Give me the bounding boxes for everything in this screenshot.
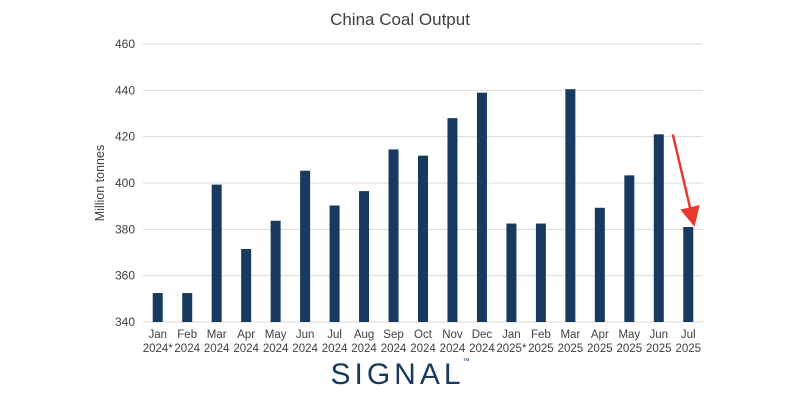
x-tick-label: Jun 2024 <box>292 329 318 355</box>
bar <box>329 205 340 322</box>
bar-chart: China Coal Output Million tonnes 340 360 3… <box>93 10 703 355</box>
y-tick-label: 360 <box>115 269 135 283</box>
x-tick-label: Feb 2024 <box>174 329 200 355</box>
bar <box>241 249 252 322</box>
y-tick-label: 440 <box>115 83 135 97</box>
bar <box>624 175 635 322</box>
y-tick-label: 380 <box>115 222 135 236</box>
bar <box>359 191 370 322</box>
y-tick-label: 340 <box>115 315 135 329</box>
x-tick-label: Dec 2024 <box>469 329 495 355</box>
x-tick-label: Oct 2024 <box>410 329 436 355</box>
signal-logo: SIGNAL™ <box>0 358 800 392</box>
x-tick-label: Apr 2024 <box>233 329 259 355</box>
y-axis-label: Million tonnes <box>93 145 107 221</box>
y-tick-label: 460 <box>115 37 135 51</box>
x-tick-label: Apr 2025 <box>587 329 613 355</box>
bar <box>270 220 281 322</box>
x-tick-label: Feb 2025 <box>528 329 554 355</box>
logo-trademark: ™ <box>462 358 470 365</box>
bar <box>476 92 487 323</box>
x-tick-label: Jul 2024 <box>322 329 348 355</box>
x-tick-label: Mar 2024 <box>204 329 230 355</box>
bar <box>653 134 664 322</box>
bar <box>182 293 193 322</box>
bar <box>418 155 428 322</box>
x-tick-label: Jan 2024* <box>143 329 174 355</box>
bar <box>152 293 163 322</box>
bar <box>447 118 458 322</box>
bar <box>594 207 605 322</box>
bar <box>506 223 517 322</box>
x-tick-label: Jan 2025* <box>496 329 527 355</box>
y-tick-label: 420 <box>115 130 135 144</box>
x-tick-label: Jun 2025 <box>646 329 672 355</box>
x-tick-label: May 2025 <box>617 329 643 355</box>
bar <box>683 227 694 322</box>
x-tick-label: Jul 2025 <box>675 329 701 355</box>
bar <box>565 89 576 322</box>
x-tick-label: Aug 2024 <box>351 329 377 355</box>
chart-title: China Coal Output <box>330 10 470 29</box>
bar <box>300 170 311 322</box>
x-tick-label: May 2024 <box>263 329 289 355</box>
bar <box>535 223 546 322</box>
bar <box>388 149 399 322</box>
red-arrow-annotation <box>671 134 700 227</box>
x-tick-label: Nov 2024 <box>440 329 466 355</box>
y-tick-label: 400 <box>115 176 135 190</box>
x-tick-label: Sep 2024 <box>381 329 407 355</box>
logo-text: SIGNAL <box>330 358 465 391</box>
x-tick-label: Mar 2025 <box>558 329 584 355</box>
bar <box>211 184 222 322</box>
